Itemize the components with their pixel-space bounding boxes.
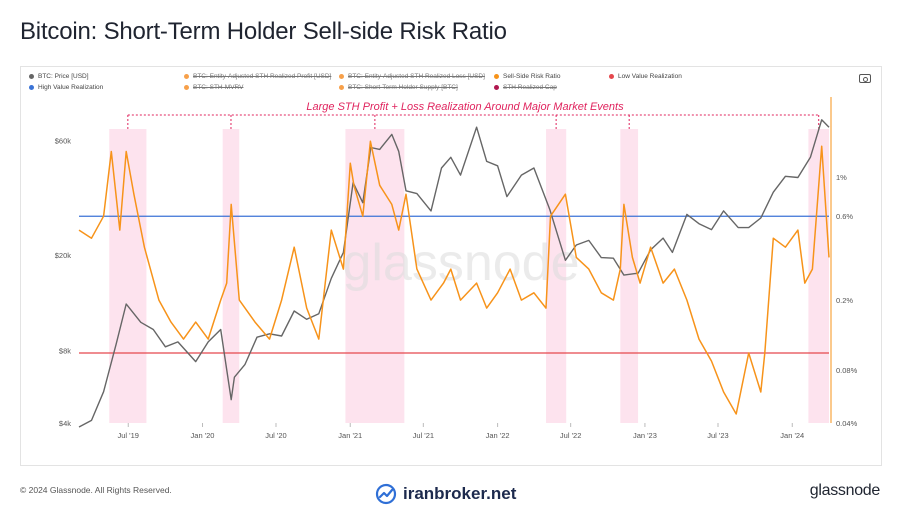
legend-item-low[interactable]: Low Value Realization [609,73,764,80]
legend-item-sth-loss[interactable]: BTC: Entity-Adjusted STH Realized Loss [… [339,73,494,80]
legend-swatch [29,74,34,79]
legend-swatch [29,85,34,90]
y-left-tick-label: $4k [59,419,71,428]
chart-svg: Large STH Profit + Loss Realization Arou… [55,97,858,440]
glassnode-logo: glassnode [809,482,881,499]
center-brand[interactable]: iranbroker.net [375,483,516,505]
series-group [78,119,830,428]
center-brand-text: iranbroker.net [403,484,517,503]
camera-icon[interactable] [859,74,871,83]
highlight-band-4 [546,129,567,423]
y-axis-left: $4k $8k $20k $60k [55,136,72,428]
annotation-group: Large STH Profit + Loss Realization Arou… [127,101,820,129]
y-axis-right: 0.04% 0.08% 0.2% 0.6% 1% [830,97,858,428]
x-tick-label: Jan '21 [338,431,362,440]
copyright: © 2024 Glassnode. All Rights Reserved. [20,485,172,495]
legend-item-sth-cap[interactable]: STH Realized Cap [494,84,609,91]
y-right-tick-label: 0.08% [836,366,858,375]
page-title: Bitcoin: Short-Term Holder Sell-side Ris… [20,18,507,45]
x-tick-label: Jul '23 [707,431,728,440]
legend-swatch [184,85,189,90]
y-left-tick-label: $8k [59,347,71,356]
x-axis: Jul '19 Jan '20 Jul '20 Jan '21 Jul '21 Jan '… [118,423,804,440]
legend-swatch [339,74,344,79]
legend: BTC: Price [USD] BTC: Entity-Adjusted ST… [29,71,841,93]
chart-panel: BTC: Price [USD] BTC: Entity-Adjusted ST… [20,66,882,466]
highlight-band-3 [345,129,405,423]
legend-item-sth-mvrv[interactable]: BTC: STH-MVRV [184,84,339,91]
legend-item-sth-supply[interactable]: BTC: Short-Term Holder Supply [BTC] [339,84,494,91]
legend-swatch [339,85,344,90]
legend-item-ratio[interactable]: Sell-Side Risk Ratio [494,73,609,80]
reference-lines [79,215,829,354]
watermark: glassnode [342,234,579,292]
x-tick-label: Jul '19 [118,431,139,440]
highlight-band-2 [222,129,240,423]
x-tick-label: Jul '22 [560,431,581,440]
legend-swatch [494,74,499,79]
legend-item-price[interactable]: BTC: Price [USD] [29,73,184,80]
chart-logo-icon [375,483,397,505]
legend-swatch [609,74,614,79]
annotation-text: Large STH Profit + Loss Realization Arou… [306,101,624,113]
y-right-tick-label: 0.2% [836,296,853,305]
x-tick-label: Jul '20 [265,431,286,440]
y-right-tick-label: 1% [836,173,847,182]
legend-swatch [494,85,499,90]
legend-row-1: BTC: Price [USD] BTC: Entity-Adjusted ST… [29,71,841,82]
highlight-band-1 [109,129,147,423]
price-series-line [78,119,830,428]
x-tick-label: Jul '21 [413,431,434,440]
x-tick-label: Jan '23 [633,431,657,440]
legend-item-sth-profit[interactable]: BTC: Entity-Adjusted STH Realized Profit… [184,73,339,80]
legend-row-2: High Value Realization BTC: STH-MVRV BTC… [29,82,841,93]
x-tick-label: Jan '22 [486,431,510,440]
highlight-bands [109,129,829,423]
legend-swatch [184,74,189,79]
legend-item-high[interactable]: High Value Realization [29,84,184,91]
highlight-band-5 [620,129,639,423]
x-tick-label: Jan '24 [780,431,804,440]
y-left-tick-label: $20k [55,251,72,260]
y-right-tick-label: 0.6% [836,212,853,221]
x-tick-label: Jan '20 [191,431,215,440]
y-left-tick-label: $60k [55,136,72,145]
y-right-tick-label: 0.04% [836,419,858,428]
highlight-band-6 [808,129,829,423]
ratio-series-line [78,140,830,415]
